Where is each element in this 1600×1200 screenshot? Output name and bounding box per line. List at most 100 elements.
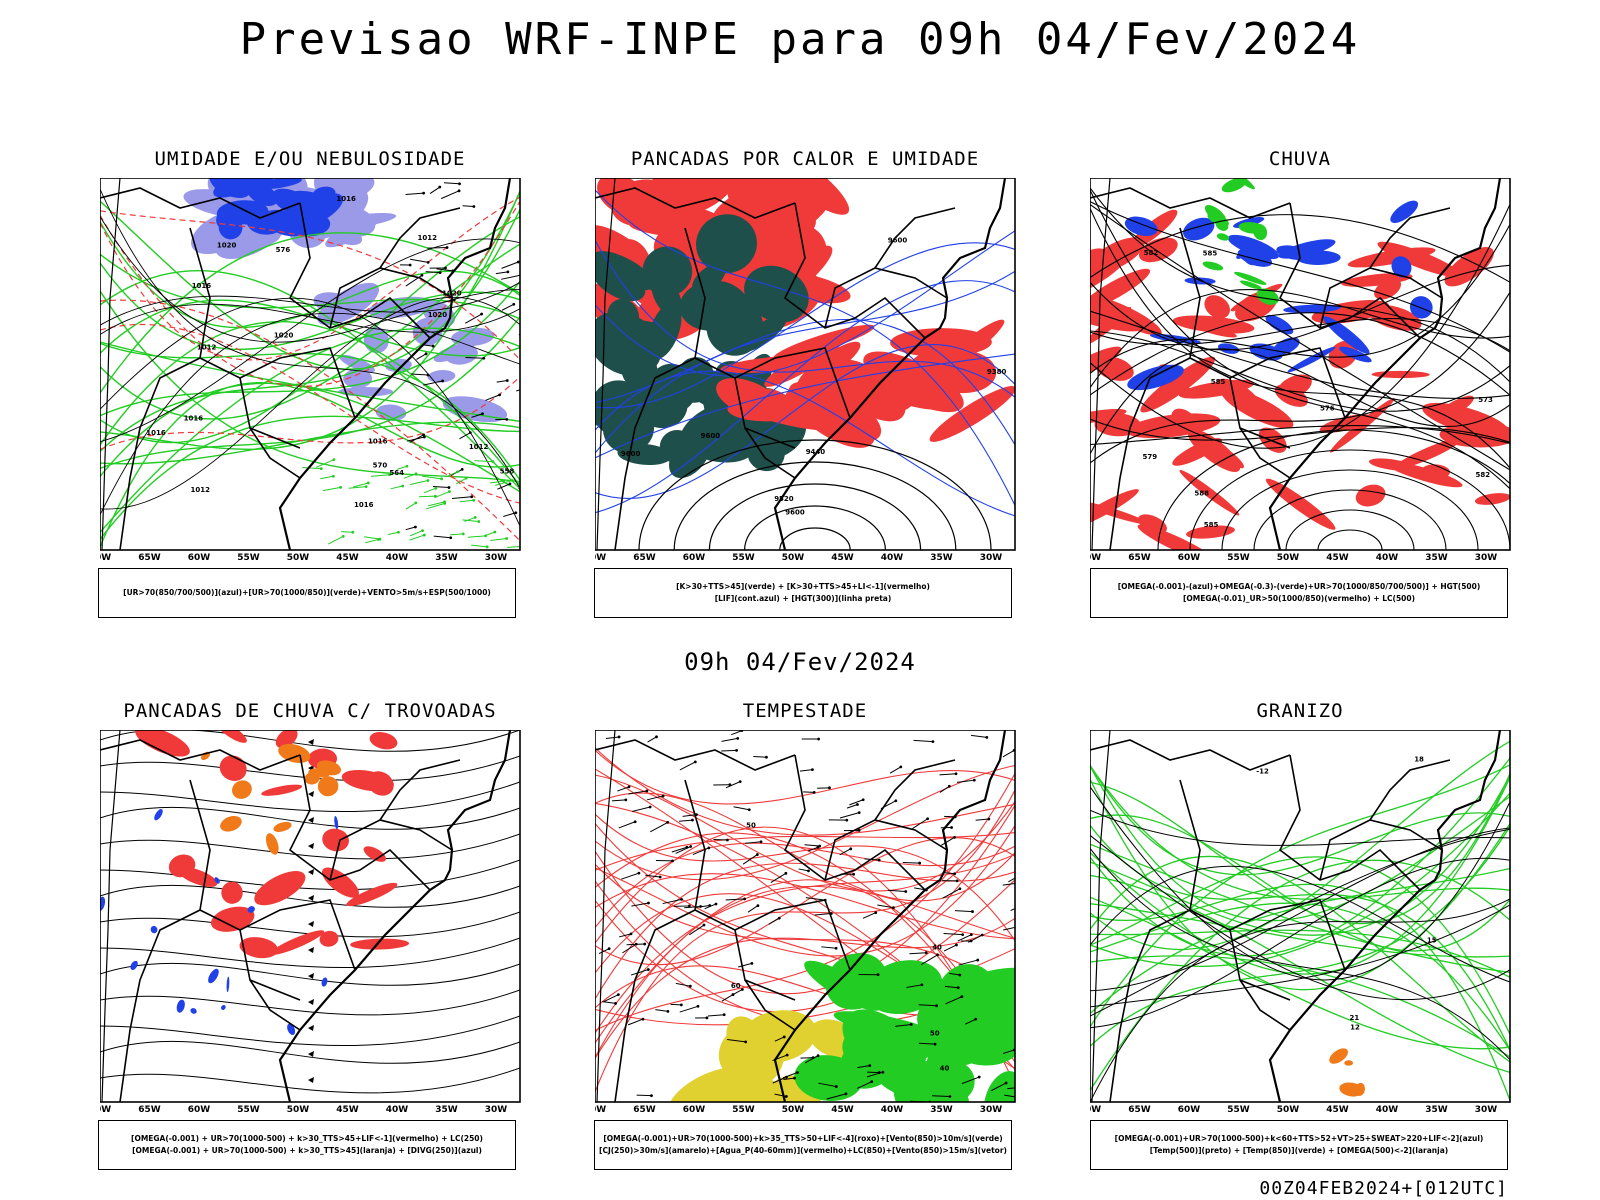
wind-vector	[804, 1055, 819, 1064]
instability-area	[611, 179, 674, 227]
rain-area	[1127, 364, 1184, 391]
wind-vector	[826, 1093, 847, 1100]
lon-tick-label: 50W	[1277, 553, 1300, 563]
contour-label: 564	[389, 469, 404, 477]
contour-label: 1016	[184, 415, 204, 423]
wind-vector	[1007, 1087, 1015, 1090]
wind-vector	[713, 838, 728, 841]
wind-vector	[839, 848, 851, 856]
contour-label: 9520	[774, 495, 794, 503]
wind-vector	[302, 466, 322, 470]
humidity-area	[287, 212, 331, 237]
wind-vector	[425, 502, 445, 510]
wind-vector	[497, 483, 511, 490]
wind-vector	[804, 844, 820, 847]
contour-line	[1317, 529, 1383, 550]
wind-vector	[970, 734, 987, 738]
rain-area	[1276, 245, 1310, 261]
rain-area	[1374, 278, 1402, 300]
contour-line	[595, 270, 1015, 454]
thunderstorm-area	[369, 732, 398, 750]
contour-line	[1090, 765, 1510, 922]
wind-vector	[516, 389, 520, 392]
wind-vector	[704, 903, 717, 910]
rain-area	[1179, 470, 1240, 516]
rain-area	[1217, 343, 1240, 354]
wind-vector	[799, 769, 813, 772]
lon-tick-label: 55W	[732, 1105, 755, 1115]
contour-label: 9600	[785, 508, 805, 516]
wind-vector	[518, 333, 520, 336]
thunderstorm-area	[231, 780, 252, 799]
wind-vector	[411, 373, 429, 376]
wind-vector	[370, 474, 390, 477]
wind-vector	[456, 477, 467, 485]
contour-line	[595, 825, 1015, 957]
wind-vector	[460, 499, 474, 503]
instability-area	[773, 324, 875, 360]
wind-vector	[459, 432, 471, 440]
wind-vector	[675, 982, 691, 987]
wind-vector	[501, 303, 514, 311]
legend-line: [UR>70(850/700/500)](azul)+[UR>70(1000/8…	[123, 588, 491, 597]
contour-line	[595, 242, 1015, 409]
wind-vector	[692, 847, 710, 855]
contour-line	[595, 773, 1015, 1031]
rain-area	[1183, 217, 1215, 241]
legend-line: [OMEGA(-0.001) + UR>70(1000-500) + k>30_…	[131, 1134, 483, 1143]
legend-line: [K>30+TTS>45](verde) + [K>30+TTS>45+LI<-…	[676, 582, 930, 591]
contour-line	[595, 832, 1015, 871]
contour-line	[1090, 740, 1510, 950]
contour-label: 585	[1211, 378, 1226, 386]
wind-vector	[753, 755, 767, 758]
lon-tick-label: 70W	[100, 553, 111, 563]
contour-line	[100, 191, 520, 453]
divergence-area	[176, 999, 185, 1013]
divergence-area	[130, 960, 138, 970]
lon-tick-label: 30W	[980, 1105, 1003, 1115]
rain-area	[1435, 395, 1474, 420]
wind-vector	[662, 898, 682, 905]
contour-line	[1090, 291, 1510, 464]
instability-area	[744, 265, 809, 323]
lon-tick-label: 40W	[1376, 1105, 1399, 1115]
divergence-area	[214, 877, 220, 884]
thunderstorm-area	[350, 938, 410, 950]
coastline	[773, 730, 1007, 1102]
wind-vector	[603, 994, 619, 1003]
rain-area	[1090, 489, 1139, 530]
lon-tick-label: 50W	[287, 1105, 310, 1115]
contour-line	[1090, 874, 1510, 1074]
panel-title: PANCADAS POR CALOR E UMIDADE	[630, 148, 980, 170]
rain-area	[1090, 268, 1151, 311]
contour-line	[744, 505, 886, 550]
legend-line: [Temp(500)](preto) + [Temp(850)](verde) …	[1149, 1146, 1449, 1155]
wind-vector	[943, 872, 955, 875]
wind-vector	[849, 799, 864, 806]
rain-area	[1090, 300, 1143, 332]
contour-label: 1020	[428, 311, 448, 319]
contour-label: 9600	[621, 450, 641, 458]
contour-line	[708, 483, 922, 550]
wind-vector	[341, 531, 353, 533]
wind-vector	[423, 380, 443, 386]
thunderstorm-area	[273, 821, 292, 832]
thunderstorm-area	[346, 882, 398, 907]
wind-area	[950, 1020, 1015, 1066]
weather-map: 504040605012S15S18S21S24S27S30S33S36S39S…	[595, 730, 1016, 1115]
instability-area	[621, 353, 658, 388]
rain-area	[1140, 356, 1216, 413]
lon-tick-label: 70W	[100, 1105, 111, 1115]
contour-line	[100, 238, 520, 443]
legend-line: [OMEGA(-0.001)+UR>70(1000-500)+k>35_TTS>…	[603, 1134, 1003, 1143]
contour-line	[1090, 867, 1510, 1014]
contour-label: 1016	[146, 429, 166, 437]
wind-vector	[818, 1082, 837, 1088]
panel-title: TEMPESTADE	[742, 700, 868, 722]
wind-vector	[684, 905, 701, 909]
contour-line	[595, 749, 1015, 805]
contour-line	[595, 280, 1015, 514]
wind-vector	[618, 821, 636, 829]
contour-line	[595, 885, 1015, 1058]
rain-area	[1272, 337, 1300, 355]
